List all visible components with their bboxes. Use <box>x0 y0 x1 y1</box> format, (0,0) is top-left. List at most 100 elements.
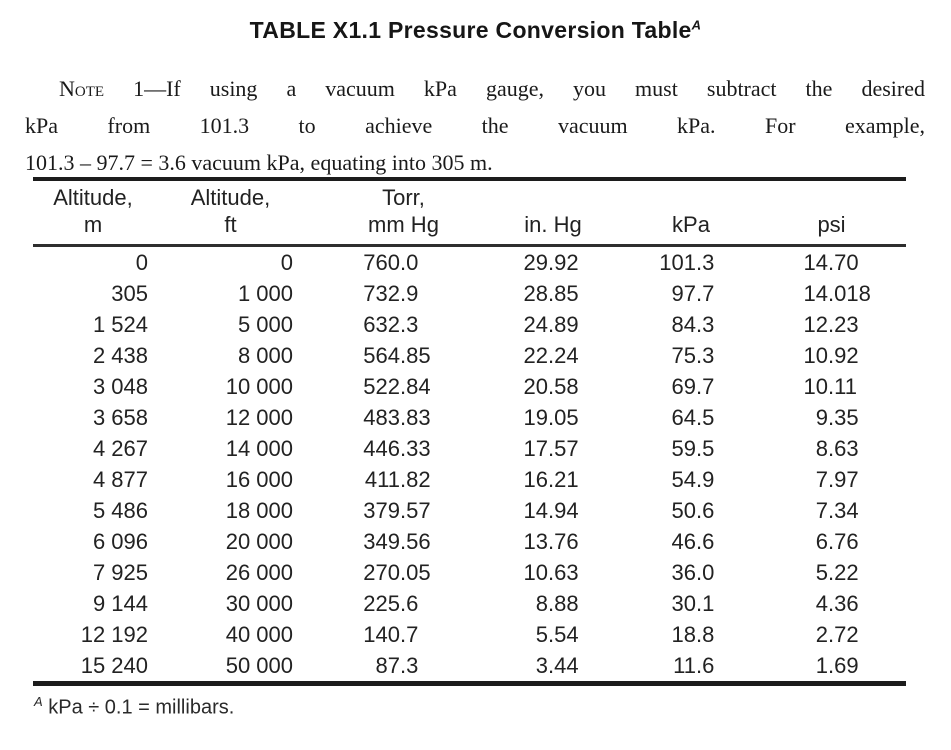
header-line: psi <box>817 212 846 237</box>
cell-altitude-m: 6 096 <box>92 529 148 554</box>
table-row: 1 524 5 000 632.3 24.89 84.3 12.23 <box>33 309 906 340</box>
header-line: m <box>83 212 103 237</box>
table-row: 4 267 14 000 446.33 17.57 59.5 8.63 <box>33 433 906 464</box>
table-row: 9 144 30 000 225.6 8.88 30.1 4.36 <box>33 588 906 619</box>
footnote-text: kPa ÷ 0.1 = millibars. <box>48 696 235 719</box>
footnote-marker: A <box>34 694 43 709</box>
table-title-text: TABLE X1.1 Pressure Conversion Table <box>249 17 692 43</box>
cell-torr-mm-hg: 349.56 <box>363 529 431 554</box>
note-line-1: Note 1—If using a vacuum kPa gauge, you … <box>25 70 925 107</box>
cell-in-hg: 17.57 <box>523 436 579 461</box>
cell-altitude-ft: 5 000 <box>237 312 293 337</box>
table-body: 0 0 760.0 29.92 101.3 14.70 305 1 000 732.9 28.85… <box>33 247 906 681</box>
header-line: kPa <box>672 212 710 237</box>
cell-in-hg: 10.63 <box>523 560 579 585</box>
table-row: 6 096 20 000 349.56 13.76 46.6 6.76 <box>33 526 906 557</box>
cell-altitude-m: 2 438 <box>92 343 148 368</box>
table-row: 305 1 000 732.9 28.85 97.7 14.018 <box>33 278 906 309</box>
table-title: TABLE X1.1 Pressure Conversion TableA <box>0 17 951 44</box>
cell-torr-mm-hg: 446.33 <box>363 436 431 461</box>
cell-in-hg: 13.76 <box>523 529 579 554</box>
header-altitude-ft: Altitude, ft <box>153 181 298 244</box>
cell-altitude-ft: 1 000 <box>237 281 293 306</box>
cell-in-hg: 5.54 <box>535 622 579 647</box>
header-torr-mm-hg: Torr, mm Hg <box>298 181 439 244</box>
cell-kpa: 101.3 <box>659 250 715 275</box>
table-bottom-rule <box>33 681 906 686</box>
cell-in-hg: 24.89 <box>523 312 579 337</box>
cell-torr-mm-hg: 140.7 <box>363 622 419 647</box>
cell-altitude-m: 9 144 <box>92 591 148 616</box>
cell-altitude-ft: 10 000 <box>225 374 293 399</box>
cell-psi: 9.35 <box>815 405 859 430</box>
cell-altitude-m: 7 925 <box>92 560 148 585</box>
cell-psi: 10.11 <box>803 374 857 399</box>
cell-altitude-ft: 8 000 <box>237 343 293 368</box>
cell-torr-mm-hg: 411.82 <box>364 467 431 492</box>
cell-kpa: 84.3 <box>671 312 715 337</box>
cell-altitude-ft: 16 000 <box>225 467 293 492</box>
cell-kpa: 46.6 <box>671 529 715 554</box>
cell-altitude-m: 1 524 <box>92 312 148 337</box>
cell-altitude-m: 305 <box>111 281 148 306</box>
header-psi: psi <box>723 181 906 244</box>
cell-altitude-ft: 18 000 <box>225 498 293 523</box>
cell-in-hg: 28.85 <box>523 281 579 306</box>
cell-torr-mm-hg: 379.57 <box>363 498 431 523</box>
cell-psi: 14.018 <box>803 281 871 306</box>
cell-psi: 1.69 <box>815 653 859 678</box>
cell-psi: 7.34 <box>815 498 859 523</box>
cell-psi: 8.63 <box>815 436 859 461</box>
note-line-3: 101.3 – 97.7 = 3.6 vacuum kPa, equating … <box>25 150 493 175</box>
cell-altitude-m: 15 240 <box>80 653 148 678</box>
cell-torr-mm-hg: 522.84 <box>363 374 431 399</box>
note-line-1-text: 1—If using a vacuum kPa gauge, you must … <box>133 76 925 101</box>
cell-in-hg: 3.44 <box>535 653 579 678</box>
header-line: ft <box>224 212 237 237</box>
table-footnote: A kPa ÷ 0.1 = millibars. <box>34 694 906 720</box>
cell-kpa: 11.6 <box>673 653 715 678</box>
header-line: Torr, <box>382 185 425 210</box>
header-line: Altitude, <box>190 185 271 210</box>
cell-kpa: 97.7 <box>671 281 715 306</box>
cell-altitude-ft: 12 000 <box>225 405 293 430</box>
cell-kpa: 50.6 <box>671 498 715 523</box>
cell-altitude-ft: 40 000 <box>225 622 293 647</box>
cell-in-hg: 29.92 <box>523 250 579 275</box>
cell-kpa: 30.1 <box>671 591 715 616</box>
cell-kpa: 59.5 <box>671 436 715 461</box>
cell-torr-mm-hg: 483.83 <box>363 405 431 430</box>
table-row: 3 658 12 000 483.83 19.05 64.5 9.35 <box>33 402 906 433</box>
cell-altitude-ft: 26 000 <box>225 560 293 585</box>
cell-altitude-ft: 0 <box>280 250 293 275</box>
table-row: 2 438 8 000 564.85 22.24 75.3 10.92 <box>33 340 906 371</box>
cell-altitude-m: 0 <box>135 250 148 275</box>
header-kpa: kPa <box>583 181 723 244</box>
cell-altitude-ft: 50 000 <box>225 653 293 678</box>
cell-kpa: 54.9 <box>671 467 715 492</box>
cell-psi: 14.70 <box>803 250 859 275</box>
table-row: 15 240 50 000 87.3 3.44 11.6 1.69 <box>33 650 906 681</box>
cell-altitude-m: 4 877 <box>92 467 148 492</box>
header-line: in. Hg <box>524 212 582 237</box>
cell-altitude-m: 5 486 <box>92 498 148 523</box>
cell-torr-mm-hg: 732.9 <box>363 281 419 306</box>
header-altitude-m: Altitude, m <box>33 181 153 244</box>
cell-kpa: 18.8 <box>671 622 715 647</box>
note-line-2: kPa from 101.3 to achieve the vacuum kPa… <box>25 113 925 138</box>
cell-torr-mm-hg: 225.6 <box>363 591 419 616</box>
cell-kpa: 64.5 <box>671 405 715 430</box>
table-row: 4 877 16 000 411.82 16.21 54.9 7.97 <box>33 464 906 495</box>
cell-psi: 6.76 <box>815 529 859 554</box>
cell-psi: 12.23 <box>803 312 859 337</box>
cell-in-hg: 8.88 <box>535 591 579 616</box>
cell-kpa: 75.3 <box>671 343 715 368</box>
header-in-hg: in. Hg <box>433 181 583 244</box>
header-line: mm Hg <box>368 212 439 237</box>
cell-altitude-m: 4 267 <box>92 436 148 461</box>
table-top-rule <box>33 177 906 181</box>
cell-in-hg: 16.21 <box>523 467 579 492</box>
cell-torr-mm-hg: 270.05 <box>363 560 431 585</box>
cell-altitude-m: 12 192 <box>80 622 148 647</box>
